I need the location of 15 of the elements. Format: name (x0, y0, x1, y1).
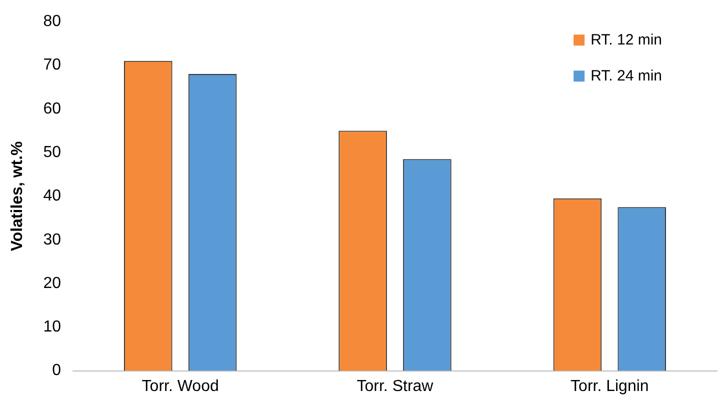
y-tick-label: 80 (43, 13, 62, 30)
y-tick-label: 70 (43, 56, 62, 74)
legend-label: RT. 24 min (590, 68, 662, 85)
y-tick-label: 0 (52, 362, 62, 380)
y-tick-label: 60 (43, 100, 62, 118)
x-tick-label: Torr. Straw (356, 378, 434, 395)
x-tick-label: Torr. Lignin (570, 378, 649, 395)
legend-label: RT. 12 min (590, 32, 662, 49)
y-axis-title: Volatiles, wt.% (9, 141, 26, 252)
y-tick-label: 40 (43, 188, 62, 205)
y-tick-label: 30 (43, 231, 62, 248)
y-tick-label: 10 (43, 318, 62, 336)
x-tick-label: Torr. Wood (142, 378, 219, 395)
y-tick-label: 20 (43, 274, 62, 292)
y-tick-label: 50 (43, 144, 62, 161)
